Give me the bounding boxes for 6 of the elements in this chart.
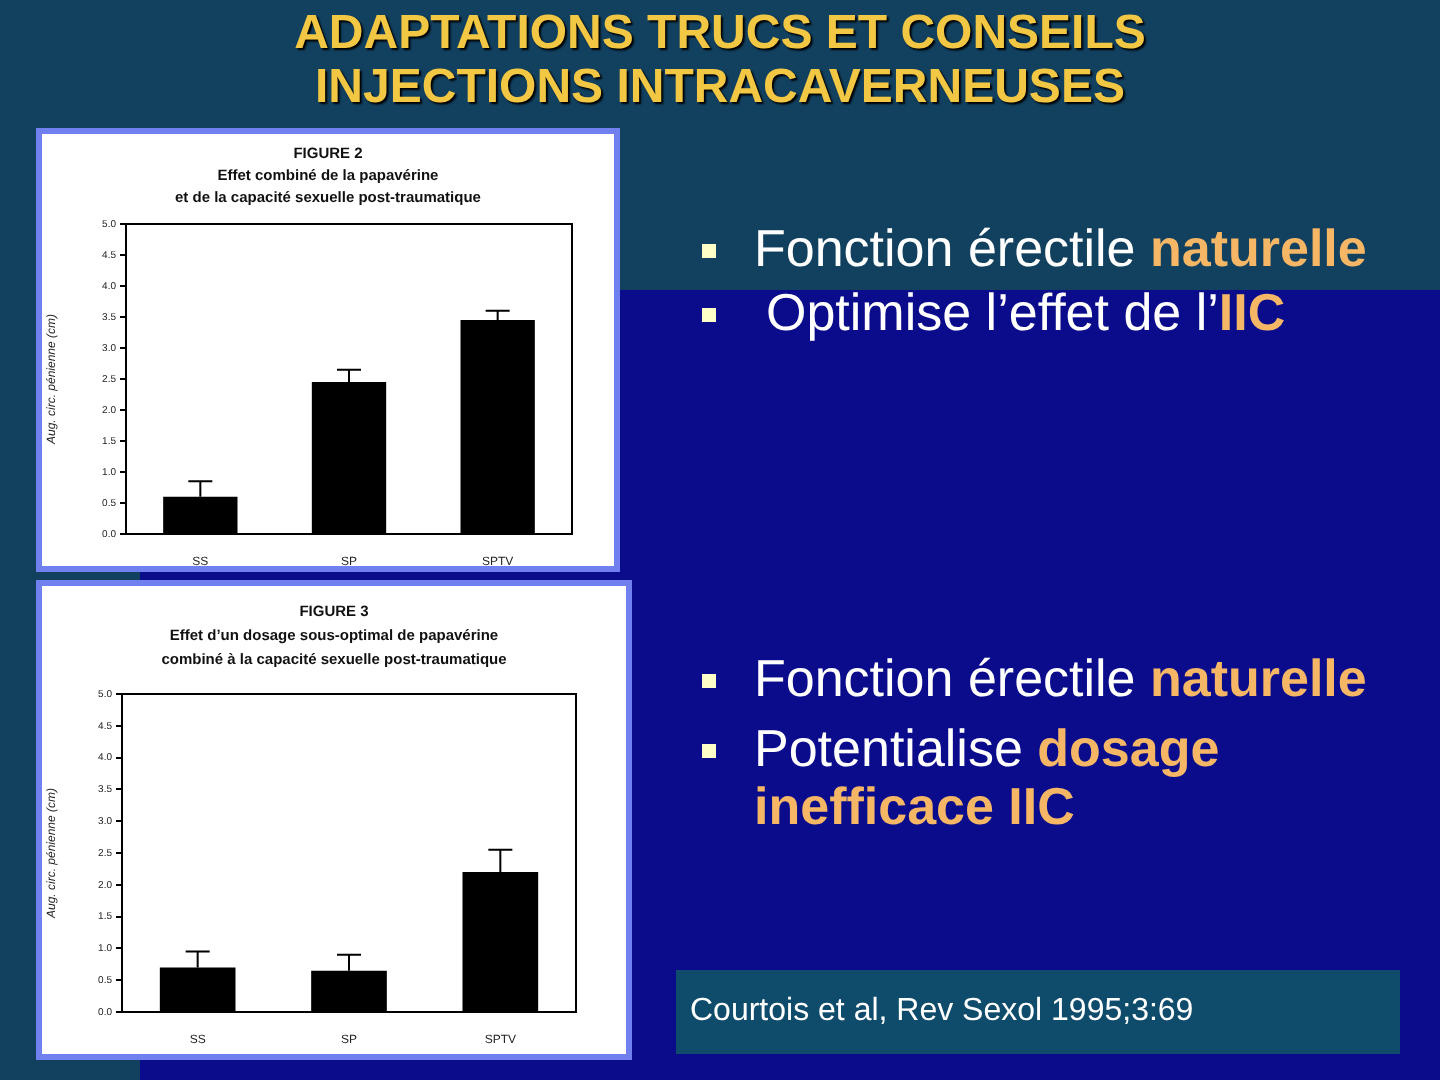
- text: ADAPTATIONS TRUCS ET CONSEILS INJECTIONS INTRACAVERNEUSES: [292, 6, 1148, 114]
- text: Fonction érectile naturelle: [754, 218, 1367, 278]
- text: Optimise l’effet de l’IIC: [766, 282, 1286, 342]
- text: Potentialise dosage inefficace IIC: [754, 718, 1220, 836]
- text: Courtois et al, Rev Sexol 1995;3:69: [676, 970, 1400, 1054]
- text: Fonction érectile naturelle: [754, 648, 1367, 708]
